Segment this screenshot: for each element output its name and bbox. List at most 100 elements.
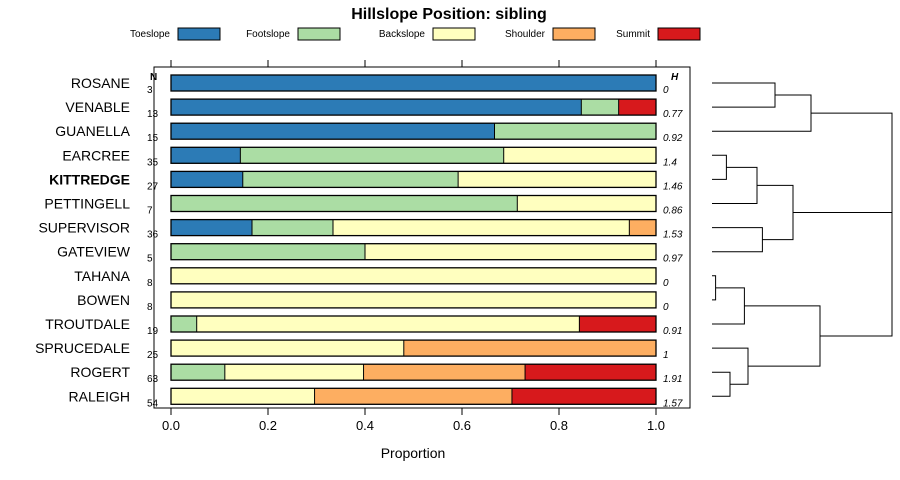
bar-segment-venable-toeslope — [171, 99, 582, 116]
bar-outline-gateview — [170, 243, 657, 261]
x-tick-label-1: 0.2 — [259, 418, 277, 433]
n-value-kittredge: 27 — [147, 181, 159, 192]
legend-swatch-toeslope — [177, 27, 221, 41]
n-value-venable: 13 — [147, 109, 159, 120]
legend-label-backslope: Backslope — [379, 29, 426, 40]
bar-segment-pettingell-backslope — [517, 195, 656, 212]
bar-segment-earcree-footslope — [240, 147, 504, 164]
bar-segment-rosane-toeslope — [171, 75, 656, 91]
row-label-guanella: GUANELLA — [55, 123, 130, 139]
h-value-troutdale: 0.91 — [663, 326, 682, 337]
x-tick-label-5: 1.0 — [647, 418, 665, 433]
bar-segment-supervisor-footslope — [251, 219, 333, 236]
h-value-sprucedale: 1 — [663, 350, 669, 361]
dendrogram-merge-13 — [811, 112, 893, 275]
dendrogram-merge-2 — [712, 94, 812, 132]
n-value-troutdale: 19 — [147, 326, 159, 337]
bar-segment-venable-summit — [618, 99, 656, 116]
n-value-rosane: 3 — [147, 85, 153, 96]
legend-label-toeslope: Toeslope — [130, 29, 170, 40]
n-value-supervisor: 36 — [147, 230, 159, 241]
n-value-pettingell: 7 — [147, 206, 153, 217]
row-label-pettingell: PETTINGELL — [44, 196, 130, 212]
bar-outline-venable — [170, 98, 657, 116]
bar-segment-earcree-toeslope — [171, 147, 241, 164]
h-value-kittredge: 1.46 — [663, 181, 683, 192]
h-value-earcree: 1.4 — [663, 157, 677, 168]
x-tick-label-4: 0.8 — [550, 418, 568, 433]
row-label-raleigh: RALEIGH — [69, 388, 130, 404]
n-header: N — [150, 72, 157, 83]
bar-outline-rosane — [170, 74, 657, 92]
bar-segment-sprucedale-backslope — [171, 340, 404, 357]
h-header: H — [671, 72, 679, 83]
n-value-sprucedale: 25 — [147, 350, 159, 361]
bar-segment-supervisor-toeslope — [171, 219, 252, 236]
x-tick-label-2: 0.4 — [356, 418, 374, 433]
bar-segment-pettingell-footslope — [171, 195, 518, 212]
h-value-gateview: 0.97 — [663, 254, 683, 265]
dendrogram-merge-5 — [712, 227, 763, 253]
legend: Toeslope Footslope Backslope Shoulder Summit — [130, 27, 701, 41]
dendrogram-merge-1 — [712, 82, 776, 108]
legend-label-footslope: Footslope — [246, 29, 290, 40]
x-tick-label-3: 0.6 — [453, 418, 471, 433]
bar-segment-rogert-backslope — [224, 364, 364, 381]
bar-segment-tahana-backslope — [171, 267, 656, 284]
bar-segment-raleigh-shoulder — [314, 388, 512, 405]
bar-segment-bowen-backslope — [171, 291, 656, 308]
bar-segment-kittredge-backslope — [458, 171, 656, 188]
dendrogram-merge-3 — [712, 154, 727, 180]
legend-swatch-footslope — [297, 27, 341, 41]
bar-segment-rogert-footslope — [171, 364, 225, 381]
n-value-raleigh: 54 — [147, 398, 159, 409]
bar-segment-supervisor-shoulder — [629, 219, 656, 236]
x-axis: 0.0 0.2 0.4 0.6 0.8 1.0 — [162, 60, 665, 433]
bar-outline-rogert — [170, 363, 657, 381]
bar-outline-troutdale — [170, 315, 657, 333]
bar-segment-kittredge-footslope — [242, 171, 459, 188]
bar-segment-venable-footslope — [581, 99, 619, 116]
n-value-guanella: 15 — [147, 133, 159, 144]
n-value-tahana: 8 — [147, 278, 153, 289]
dendrogram-merge-12 — [793, 212, 893, 337]
bar-segment-guanella-footslope — [494, 123, 656, 140]
dendrogram — [712, 82, 893, 397]
legend-swatch-shoulder — [552, 27, 596, 41]
row-label-rosane: ROSANE — [71, 75, 130, 91]
dendrogram-merge-9 — [712, 371, 731, 397]
plot-frame — [153, 66, 691, 409]
row-label-supervisor: SUPERVISOR — [38, 220, 130, 236]
row-label-bowen: BOWEN — [77, 292, 130, 308]
bars — [170, 74, 657, 405]
bar-segment-guanella-toeslope — [171, 123, 495, 140]
bar-outline-sprucedale — [170, 339, 657, 357]
bar-segment-gateview-footslope — [171, 243, 365, 260]
n-value-rogert: 63 — [147, 374, 159, 385]
bar-outline-kittredge — [170, 170, 657, 189]
h-value-venable: 0.77 — [663, 109, 683, 120]
bar-outline-tahana — [170, 267, 657, 285]
dendrogram-merge-4 — [712, 166, 758, 204]
row-label-troutdale: TROUTDALE — [45, 316, 130, 332]
n-value-gateview: 5 — [147, 254, 153, 265]
legend-swatch-backslope — [432, 27, 476, 41]
h-value-rogert: 1.91 — [663, 374, 682, 385]
row-label-sprucedale: SPRUCEDALE — [35, 340, 130, 356]
dendrogram-merge-11 — [744, 305, 821, 367]
h-value-supervisor: 1.53 — [663, 230, 683, 241]
bar-outline-raleigh — [170, 387, 657, 405]
legend-label-shoulder: Shoulder — [505, 29, 546, 40]
legend-swatch-summit — [657, 27, 701, 41]
bar-segment-rogert-shoulder — [363, 364, 526, 381]
n-value-earcree: 35 — [147, 157, 159, 168]
bar-segment-gateview-backslope — [365, 243, 656, 260]
bar-segment-troutdale-summit — [579, 316, 656, 332]
h-values: 0 0.77 0.92 1.4 1.46 0.86 1.53 0.97 0 0 0.91 1 1.91 1… — [663, 85, 683, 409]
dendrogram-merge-8 — [712, 287, 745, 325]
row-label-kittredge: KITTREDGE — [49, 171, 130, 187]
bar-segment-kittredge-toeslope — [171, 171, 243, 188]
row-label-rogert: ROGERT — [70, 364, 130, 380]
row-label-gateview: GATEVIEW — [57, 244, 131, 260]
